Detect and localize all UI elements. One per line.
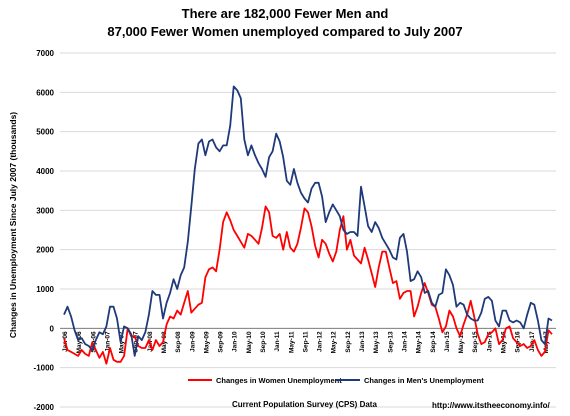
x-tick-label: Jan-17: [529, 331, 536, 352]
y-tick-label: -1000: [34, 364, 55, 373]
x-tick-label: Jan-09: [189, 331, 196, 352]
chart-title-line1: There are 182,000 Fewer Men and: [181, 6, 389, 21]
y-tick-label: 4000: [36, 167, 54, 176]
x-tick-label: May-06: [76, 331, 83, 353]
x-tick-label: Sep-09: [218, 331, 225, 353]
y-tick-label: -2000: [34, 403, 55, 412]
x-tick-label: Sep-16: [515, 331, 522, 353]
x-tick-label: Jan-14: [401, 331, 408, 352]
x-tick-label: Sep-12: [345, 331, 352, 353]
legend-label-women: Changes in Women Unemployment: [216, 376, 342, 385]
chart-title-line2: 87,000 Fewer Women unemployed compared t…: [107, 24, 463, 39]
x-tick-label: May-11: [288, 331, 295, 353]
x-tick-label: May-13: [373, 331, 380, 353]
y-tick-label: 0: [50, 324, 55, 333]
x-tick-label: May-15: [458, 331, 465, 353]
x-tick-label: Sep-13: [387, 331, 394, 353]
y-tick-label: 3000: [36, 206, 54, 215]
x-tick-label: Sep-08: [175, 331, 182, 353]
x-tick-label: Jan-08: [147, 331, 154, 352]
x-tick-label: Jan-10: [232, 331, 239, 352]
x-tick-label: May-14: [416, 331, 423, 353]
y-tick-label: 1000: [36, 285, 54, 294]
x-tick-label: Sep-14: [430, 331, 437, 353]
x-tick-label: Jan-16: [486, 331, 493, 352]
legend-label-men: Changes in Men's Unemployment: [364, 376, 484, 385]
x-tick-label: Sep-10: [260, 331, 267, 353]
x-tick-label: Jan-12: [317, 331, 324, 352]
x-tick-label: Sep-06: [90, 331, 97, 353]
x-tick-label: Jan-15: [444, 331, 451, 352]
x-tick-label: Sep-11: [302, 331, 309, 352]
x-tick-label: May-12: [331, 331, 338, 353]
x-tick-label: May-08: [161, 331, 168, 353]
x-tick-label: May-10: [246, 331, 253, 353]
x-tick-label: Jan-11: [274, 331, 281, 352]
women-series-line: [63, 205, 553, 365]
y-tick-label: 6000: [36, 88, 54, 97]
x-tick-label: May-16: [500, 331, 507, 353]
x-tick-label: May-07: [119, 331, 126, 353]
x-tick-label: Jan-13: [359, 331, 366, 352]
y-tick-label: 7000: [36, 49, 54, 58]
y-tick-label: 5000: [36, 128, 54, 137]
x-tick-label: Jan-07: [104, 331, 111, 352]
x-tick-label: Sep-15: [472, 331, 479, 353]
men-series-line: [63, 85, 553, 357]
y-tick-label: 2000: [36, 246, 54, 255]
x-axis-label: Current Population Survey (CPS) Data: [232, 400, 377, 409]
x-tick-label: May-09: [203, 331, 210, 353]
source-url: http://www.itstheeconomy.info/: [432, 401, 550, 410]
